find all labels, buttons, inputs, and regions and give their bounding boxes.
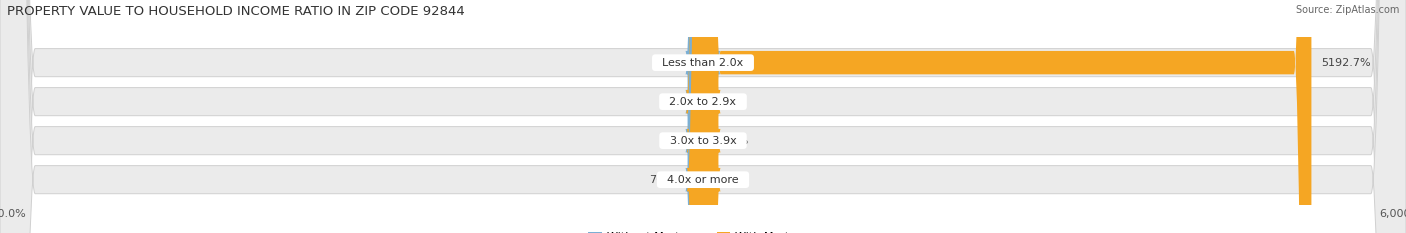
Text: 2.0x to 2.9x: 2.0x to 2.9x [662,97,744,107]
Text: 11.3%: 11.3% [714,175,749,185]
Text: 3.0x to 3.9x: 3.0x to 3.9x [662,136,744,146]
FancyBboxPatch shape [686,0,720,233]
Text: 4.4%: 4.4% [713,97,741,107]
Text: 4.0x or more: 4.0x or more [661,175,745,185]
Text: 2.9%: 2.9% [665,58,693,68]
Text: Less than 2.0x: Less than 2.0x [655,58,751,68]
Text: Source: ZipAtlas.com: Source: ZipAtlas.com [1295,5,1399,15]
FancyBboxPatch shape [686,0,721,233]
FancyBboxPatch shape [686,0,721,233]
FancyBboxPatch shape [686,0,711,233]
Text: 5192.7%: 5192.7% [1320,58,1371,68]
FancyBboxPatch shape [686,0,720,233]
Text: 76.4%: 76.4% [650,175,685,185]
Text: 9.0%: 9.0% [664,97,693,107]
Legend: Without Mortgage, With Mortgage: Without Mortgage, With Mortgage [583,227,823,233]
Text: 11.1%: 11.1% [714,136,749,146]
FancyBboxPatch shape [703,0,1312,233]
Text: PROPERTY VALUE TO HOUSEHOLD INCOME RATIO IN ZIP CODE 92844: PROPERTY VALUE TO HOUSEHOLD INCOME RATIO… [7,5,465,18]
FancyBboxPatch shape [686,0,720,233]
FancyBboxPatch shape [686,0,721,233]
Text: 7.0%: 7.0% [665,136,693,146]
